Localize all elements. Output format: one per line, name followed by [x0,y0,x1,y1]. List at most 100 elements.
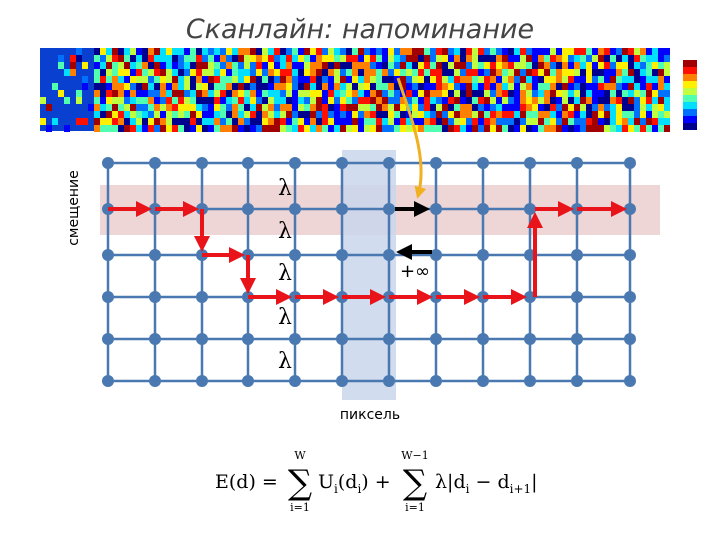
pixel [412,97,418,104]
pixel [514,97,520,104]
pixel [208,111,214,118]
pixel [142,83,148,90]
pixel [652,111,658,118]
pixel [100,104,106,111]
pixel [628,111,634,118]
pixel [322,48,328,55]
t: λ|d [435,471,466,493]
pixel [592,48,598,55]
pixel [532,90,538,97]
pixel [154,69,160,76]
pixel [154,90,160,97]
pixel [292,111,298,118]
pixel [232,90,238,97]
pixel [502,48,508,55]
pixel [280,97,286,104]
pixel [142,118,148,125]
pixel [484,125,490,132]
pixel [598,55,604,62]
pixel [490,111,496,118]
x-label: пиксель [340,407,400,423]
pixel [556,118,562,125]
pixel [604,97,610,104]
pixel [340,48,346,55]
pixel [142,62,148,69]
pixel [502,69,508,76]
pixel [148,118,154,125]
pixel [562,83,568,90]
pixel [106,62,112,69]
pixel [424,125,430,132]
pixel [484,90,490,97]
pixel [640,104,646,111]
pixel [622,97,628,104]
pixel [106,118,112,125]
pixel [616,48,622,55]
pixel [640,48,646,55]
pixel [166,83,172,90]
pixel [190,48,196,55]
pixel [628,62,634,69]
pixel [334,97,340,104]
pixel [184,118,190,125]
pixel [640,125,646,132]
pixel [106,48,112,55]
pixel [256,104,262,111]
pixel [202,48,208,55]
pixel [514,69,520,76]
pixel [226,90,232,97]
pixel [310,125,316,132]
pixel [238,118,244,125]
pixel [592,97,598,104]
pixel [394,69,400,76]
pixel [460,118,466,125]
pixel [628,104,634,111]
pixel [538,83,544,90]
pixel [154,97,160,104]
pixel [94,118,100,125]
pixel [472,125,478,132]
pixel [250,97,256,104]
pixel [208,55,214,62]
node [477,333,489,345]
pixel [100,118,106,125]
node [383,375,395,387]
node [430,157,442,169]
pixel [598,125,604,132]
pixel [664,118,670,125]
pixel [184,69,190,76]
pixel [124,55,130,62]
pixel [130,118,136,125]
pixel [178,125,184,132]
pixel [508,97,514,104]
pixel [532,118,538,125]
pixel [370,83,376,90]
pixel [430,111,436,118]
pixel [418,83,424,90]
pixel [352,76,358,83]
pixel [226,62,232,69]
pixel [310,97,316,104]
pixel [376,55,382,62]
pixel [244,90,250,97]
pixel [106,104,112,111]
node [102,375,114,387]
pixel [148,97,154,104]
pixel [454,125,460,132]
pixel [418,76,424,83]
pixel [520,69,526,76]
pixel [118,90,124,97]
pixel [592,125,598,132]
pixel [142,111,148,118]
node [477,203,489,215]
pixel [424,111,430,118]
pixel [352,104,358,111]
pixel [478,118,484,125]
pixel [334,48,340,55]
pixel [106,55,112,62]
pixel [52,118,58,125]
pixel [196,118,202,125]
pixel [160,97,166,104]
pixel [436,83,442,90]
pixel [472,90,478,97]
